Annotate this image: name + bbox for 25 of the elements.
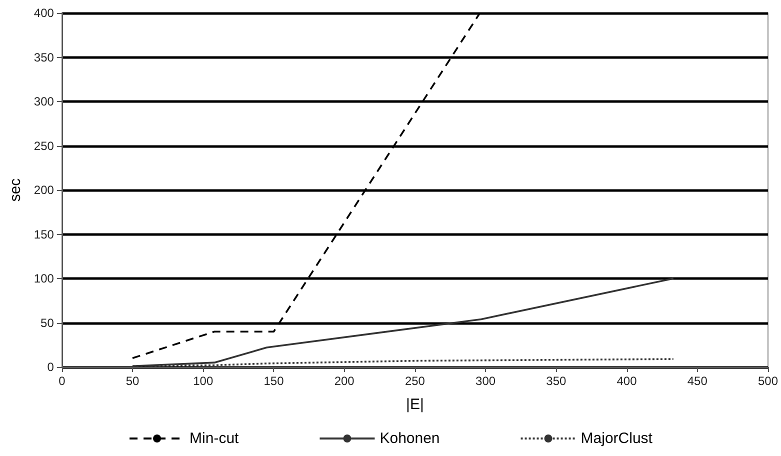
x-tick-label: 400: [616, 374, 638, 388]
x-tick-label: 150: [264, 374, 284, 388]
y-tick-label: 200: [34, 183, 54, 197]
x-tick-label: 200: [334, 374, 355, 388]
y-axis-title: sec: [7, 178, 24, 202]
x-tick-label: 250: [404, 374, 426, 388]
y-tick-label: 50: [40, 316, 54, 330]
x-tick-label: 450: [687, 374, 708, 388]
x-axis-title: |E|: [406, 396, 424, 413]
legend-label: Kohonen: [380, 430, 440, 447]
y-tick-label: 0: [47, 360, 54, 374]
y-tick-label: 100: [34, 272, 54, 286]
x-tick-label: 350: [546, 374, 566, 388]
y-tick-label: 150: [34, 227, 54, 242]
y-tick-label: 250: [34, 138, 54, 153]
x-tick-label: 50: [126, 374, 140, 388]
legend-label: MajorClust: [580, 430, 654, 447]
x-tick-label: 500: [758, 374, 778, 388]
x-tick-label: 0: [58, 374, 66, 388]
x-tick-label: 300: [476, 374, 496, 388]
y-tick-label: 300: [34, 94, 54, 108]
legend-label: Min-cut: [190, 430, 240, 447]
y-tick-label: 350: [34, 50, 54, 64]
x-tick-label: 100: [193, 374, 214, 388]
y-tick-label: 400: [34, 6, 54, 20]
